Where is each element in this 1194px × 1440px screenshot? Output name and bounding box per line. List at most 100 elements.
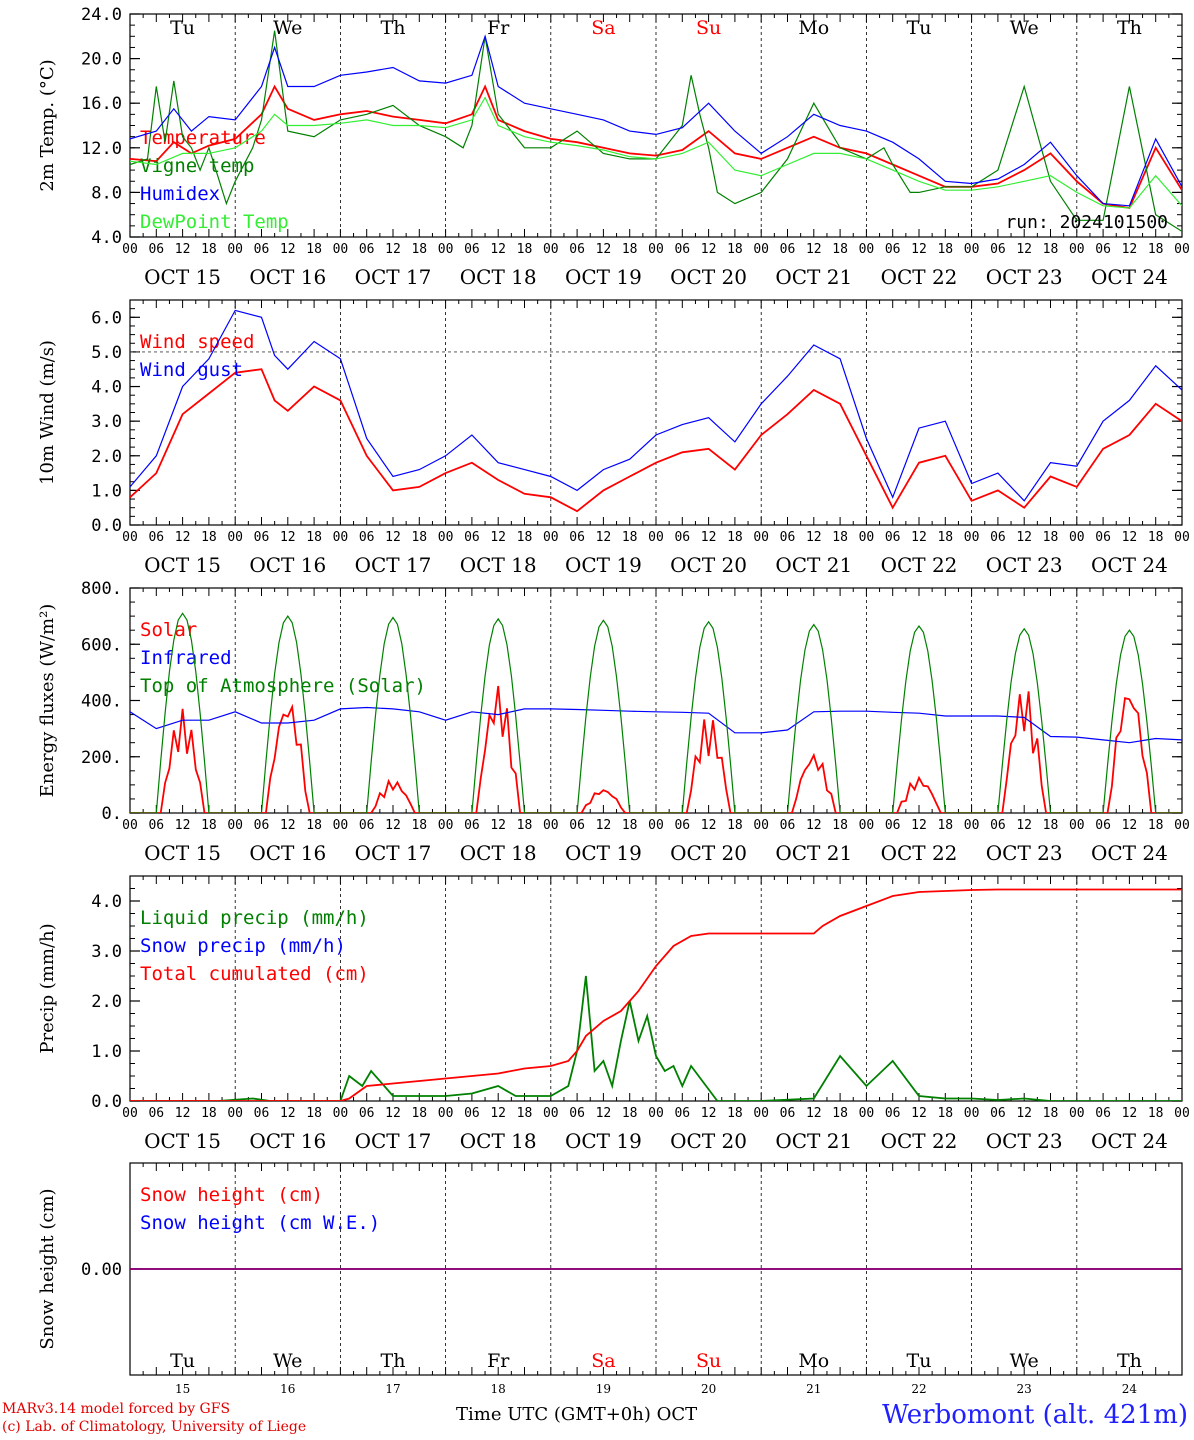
hour-tick-label: 00: [122, 1106, 138, 1121]
weekday-label: Th: [381, 17, 406, 39]
weekday-label: Th: [1117, 17, 1142, 39]
day-number-label: 19: [596, 1382, 611, 1396]
hour-tick-label: 12: [385, 242, 401, 257]
hour-tick-label: 12: [280, 530, 296, 545]
hour-tick-label: 06: [148, 530, 164, 545]
hour-tick-label: 12: [596, 242, 612, 257]
panel-1: 4.0 8.0 12.0 16.0 20.0 24.0 2m Temp. (°C) Tu We T…: [37, 5, 1190, 289]
hour-tick-label: 00: [964, 818, 980, 833]
date-label: OCT 16: [249, 1129, 326, 1153]
y-tick-label: 2.0: [91, 992, 122, 1012]
hour-tick-label: 06: [254, 530, 270, 545]
date-label: OCT 21: [775, 841, 852, 865]
legend-entry: Infrared: [140, 647, 232, 669]
hour-tick-label: 00: [1069, 1106, 1085, 1121]
y-axis-label: Energy fluxes (W/m²): [37, 604, 58, 798]
hour-tick-label: 00: [859, 530, 875, 545]
hour-tick-label: 18: [1043, 1106, 1059, 1121]
hour-tick-label: 12: [175, 530, 191, 545]
hour-tick-label: 18: [201, 818, 217, 833]
y-axis-label: Snow height (cm): [37, 1188, 58, 1349]
hour-tick-label: 06: [1095, 530, 1111, 545]
series-line: [130, 84, 1182, 210]
hour-tick-label: 12: [701, 1106, 717, 1121]
day-number-label: 23: [1017, 1382, 1032, 1396]
y-axis-label: 2m Temp. (°C): [37, 59, 58, 191]
legend-entry: Liquid precip (mm/h): [140, 907, 369, 929]
hour-tick-label: 00: [753, 530, 769, 545]
hour-tick-label: 12: [385, 1106, 401, 1121]
hour-tick-label: 18: [1148, 818, 1164, 833]
panel-3: 0. 200. 400. 600. 800. Energy fluxes (W/m²) 00…: [37, 579, 1190, 865]
hour-tick-label: 18: [306, 1106, 322, 1121]
hour-tick-label: 12: [490, 818, 506, 833]
hour-tick-label: 06: [885, 818, 901, 833]
hour-tick-label: 18: [411, 530, 427, 545]
weekday-label: Tu: [170, 17, 195, 39]
legend-entry: Top of Atmosphere (Solar): [140, 675, 426, 697]
legend-entry: Solar: [140, 619, 197, 641]
hour-tick-label: 00: [333, 530, 349, 545]
hour-tick-label: 00: [1069, 242, 1085, 257]
date-label: OCT 17: [355, 841, 432, 865]
hour-tick-label: 00: [964, 1106, 980, 1121]
y-tick-label: 600.: [81, 635, 122, 655]
panel-2: 0.0 1.0 2.0 3.0 4.0 5.0 6.0 10m Wind (m/s) 00 06 1…: [37, 299, 1190, 577]
series-line: [130, 612, 1182, 813]
date-label: OCT 23: [986, 553, 1063, 577]
weekday-label: Tu: [170, 1350, 195, 1372]
hour-tick-label: 00: [859, 242, 875, 257]
hour-tick-label: 12: [1016, 1106, 1032, 1121]
hour-tick-label: 00: [227, 530, 243, 545]
hour-tick-label: 00: [333, 818, 349, 833]
date-label: OCT 21: [775, 1129, 852, 1153]
date-label: OCT 20: [670, 265, 747, 289]
hour-tick-label: 00: [1069, 530, 1085, 545]
hour-tick-label: 06: [569, 1106, 585, 1121]
hour-tick-label: 00: [543, 1106, 559, 1121]
date-label: OCT 19: [565, 1129, 642, 1153]
y-tick-label: 3.0: [91, 412, 122, 432]
panel-frame: [129, 299, 1183, 526]
hour-tick-label: 00: [438, 242, 454, 257]
panel-5: 0.00 Snow height (cm) Tu We Th Fr Sa Su Mo Tu We Th…: [37, 1162, 1183, 1396]
hour-tick-label: 06: [569, 818, 585, 833]
hour-tick-label: 12: [1016, 530, 1032, 545]
series-line: [130, 888, 1182, 1101]
hour-tick-label: 00: [648, 818, 664, 833]
hour-tick-label: 00: [227, 242, 243, 257]
date-label: OCT 24: [1091, 1129, 1168, 1153]
hour-tick-label: 06: [1095, 1106, 1111, 1121]
hour-tick-label: 06: [990, 818, 1006, 833]
date-label: OCT 22: [881, 1129, 958, 1153]
date-label: OCT 24: [1091, 265, 1168, 289]
date-label: OCT 24: [1091, 841, 1168, 865]
date-label: OCT 15: [144, 553, 221, 577]
hour-tick-label: 12: [385, 818, 401, 833]
date-label: OCT 21: [775, 265, 852, 289]
weekday-label: Fr: [487, 1350, 510, 1372]
hour-tick-label: 18: [832, 1106, 848, 1121]
hour-tick-label: 06: [254, 1106, 270, 1121]
legend-entry: Vigne temp: [140, 155, 254, 177]
hour-tick-label: 06: [1095, 818, 1111, 833]
day-number-label: 21: [806, 1382, 821, 1396]
legend-entry: Temperature: [140, 127, 266, 149]
weekday-label: We: [1010, 17, 1039, 39]
day-number-label: 22: [911, 1382, 926, 1396]
hour-tick-label: 06: [359, 1106, 375, 1121]
y-tick-label: 2.0: [91, 447, 122, 467]
hour-tick-label: 06: [464, 818, 480, 833]
date-label: OCT 15: [144, 265, 221, 289]
date-label: OCT 20: [670, 841, 747, 865]
hour-tick-label: 18: [937, 1106, 953, 1121]
hour-tick-label: 18: [937, 818, 953, 833]
weekday-label: We: [273, 17, 302, 39]
hour-tick-label: 00: [753, 242, 769, 257]
hour-tick-label: 12: [490, 1106, 506, 1121]
hour-tick-label: 06: [674, 242, 690, 257]
hour-tick-label: 18: [832, 818, 848, 833]
date-label: OCT 20: [670, 1129, 747, 1153]
panel-frame: [129, 587, 1183, 814]
hour-tick-label: 12: [806, 818, 822, 833]
